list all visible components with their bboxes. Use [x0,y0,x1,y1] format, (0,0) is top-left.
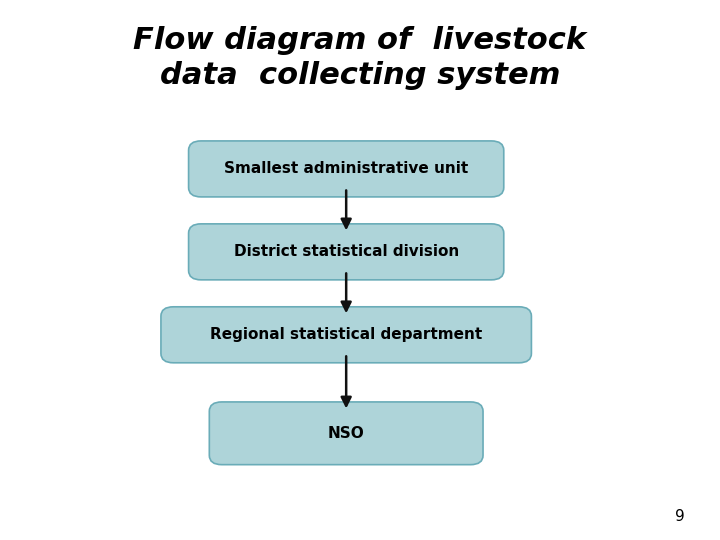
FancyBboxPatch shape [210,402,483,464]
Text: Regional statistical department: Regional statistical department [210,327,482,342]
Text: Smallest administrative unit: Smallest administrative unit [224,161,468,177]
FancyBboxPatch shape [161,307,531,363]
FancyBboxPatch shape [189,224,504,280]
Text: 9: 9 [675,509,685,524]
Text: NSO: NSO [328,426,364,441]
Text: Flow diagram of  livestock
data  collecting system: Flow diagram of livestock data collectin… [133,26,587,90]
FancyBboxPatch shape [189,141,504,197]
Text: District statistical division: District statistical division [233,245,459,259]
